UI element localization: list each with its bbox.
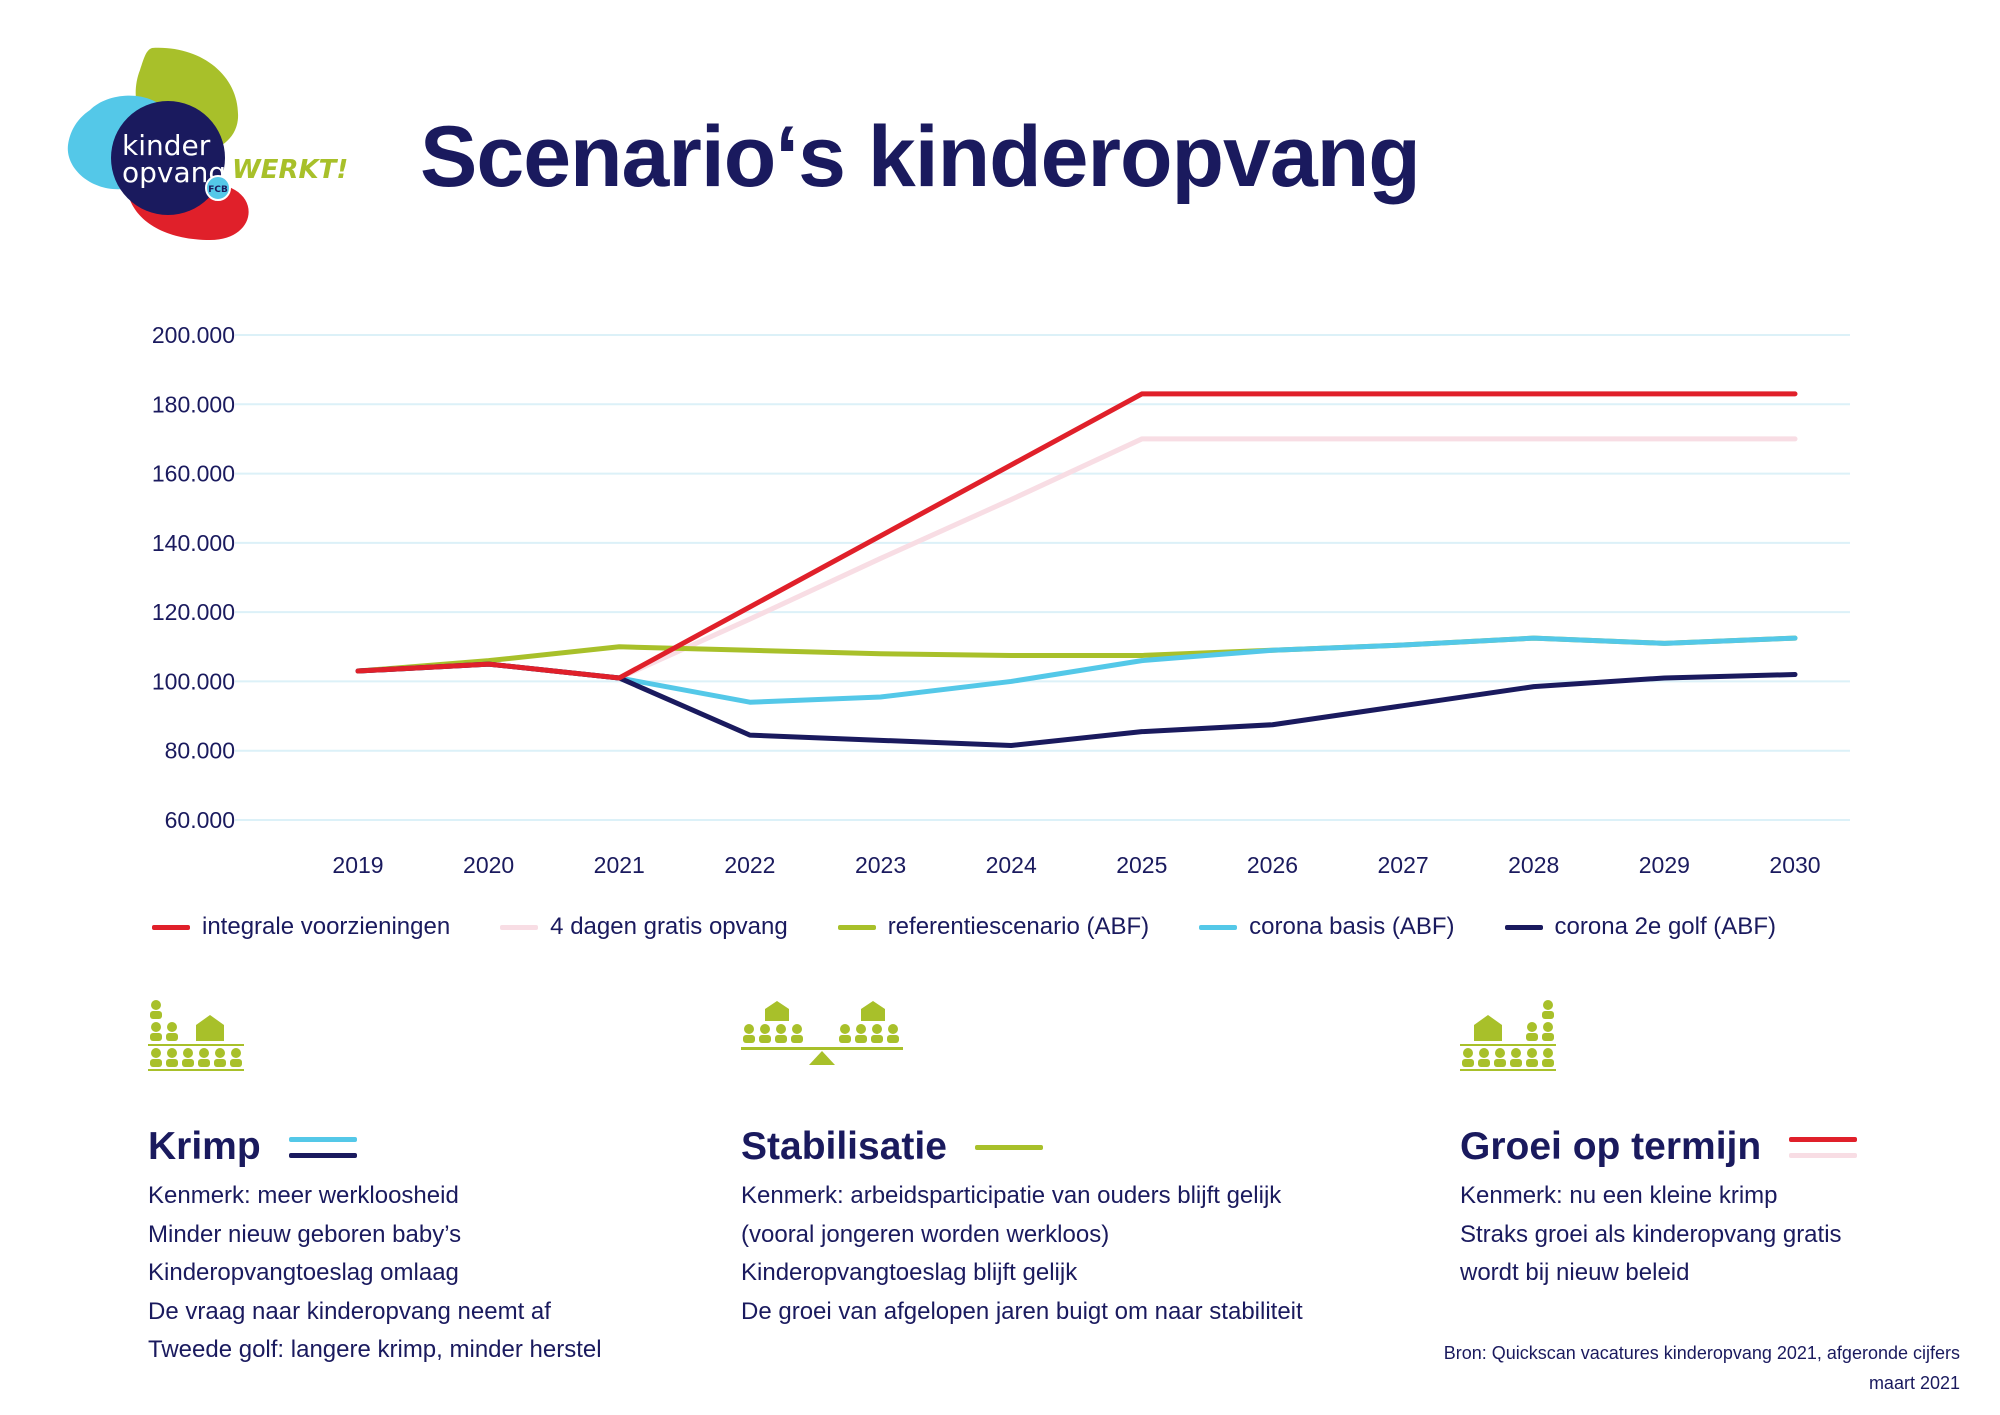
y-tick-label: 80.000 (165, 738, 235, 764)
legend-label: corona 2e golf (ABF) (1554, 913, 1776, 940)
stabilisatie-list: Kenmerk: arbeidsparticipatie van ouders … (741, 1177, 1303, 1331)
legend-item: corona basis (ABF) (1199, 913, 1455, 941)
scenario-stabilisatie: Stabilisatie Kenmerk: arbeidsparticipati… (741, 995, 1303, 1331)
y-axis: 60.000 80.000 100.000 120.000 140.000 160.000… (152, 322, 235, 833)
legend-swatch (1199, 924, 1238, 930)
list-item: Minder nieuw geboren baby’s (148, 1220, 462, 1248)
list-item: Tweede golf: langere krimp, minder herst… (148, 1336, 602, 1363)
list-item: De vraag naar kinderopvang neemt af (148, 1297, 551, 1325)
series-line (355, 635, 1798, 705)
groei-heading: Groei op termijn (1460, 1125, 1762, 1168)
legend-swatch (152, 924, 190, 930)
logo-badge: FCB (208, 185, 228, 195)
legend-label: integrale voorzieningen (202, 913, 451, 940)
legend-label: referentiescenario (ABF) (887, 913, 1150, 940)
scenario-krimp: Krimp Kenmerk: meer werkloosheid Minder … (148, 995, 602, 1370)
legend-item: 4 dagen gratis opvang (500, 913, 788, 941)
page-title: Scenario‘s kinderopvang (420, 109, 1421, 205)
x-tick-label: 2019 (332, 852, 383, 878)
people-and-building-icon (148, 1000, 244, 1071)
list-item: Kenmerk: nu een kleine krimp (1460, 1182, 1778, 1209)
grid-lines (235, 334, 1850, 821)
list-item: Kenmerk: meer werkloosheid (148, 1182, 459, 1209)
scenario-groei: Groei op termijn Kenmerk: nu een kleine … (1460, 995, 1858, 1293)
series-lines (355, 391, 1798, 749)
y-tick-label: 100.000 (152, 668, 235, 694)
logo-suffix: WERKT! (232, 155, 348, 185)
building-and-people-icon (1460, 1000, 1556, 1071)
legend-item: referentiescenario (ABF) (837, 913, 1150, 941)
list-item: Kenmerk: arbeidsparticipatie van ouders … (741, 1182, 1282, 1209)
y-tick-label: 180.000 (152, 391, 235, 417)
krimp-legend-lines (288, 1136, 357, 1158)
y-tick-label: 160.000 (152, 461, 235, 487)
source-line2: maart 2021 (1868, 1373, 1960, 1393)
x-tick-label: 2021 (594, 852, 645, 878)
logo-line1: kinder (122, 129, 211, 162)
groei-list: Kenmerk: nu een kleine krimp Straks groe… (1460, 1177, 1857, 1293)
x-tick-label: 2020 (463, 852, 514, 878)
list-item: De groei van afgelopen jaren buigt om na… (741, 1297, 1303, 1325)
krimp-list: Kenmerk: meer werkloosheid Minder nieuw … (148, 1177, 602, 1370)
source-line1: Bron: Quickscan vacatures kinderopvang 2… (1443, 1343, 1960, 1363)
y-tick-label: 140.000 (152, 530, 235, 556)
x-tick-label: 2024 (986, 852, 1037, 878)
y-tick-label: 120.000 (152, 599, 235, 625)
krimp-heading: Krimp (148, 1125, 261, 1168)
x-tick-label: 2027 (1378, 852, 1429, 878)
x-tick-label: 2028 (1508, 852, 1559, 878)
list-item: wordt bij nieuw beleid (1460, 1259, 1690, 1286)
legend-swatch (1504, 924, 1543, 930)
legend-label: 4 dagen gratis opvang (550, 913, 788, 940)
x-tick-label: 2026 (1247, 852, 1298, 878)
line-chart: 60.000 80.000 100.000 120.000 140.000 160.000… (152, 322, 1850, 878)
legend-swatch (500, 924, 539, 930)
x-tick-label: 2023 (855, 852, 906, 878)
series-line (355, 661, 1798, 749)
x-tick-label: 2030 (1769, 852, 1820, 878)
y-tick-label: 200.000 (152, 322, 235, 348)
chart-legend: integrale voorzieningen 4 dagen gratis op… (152, 913, 1852, 941)
stabilisatie-legend-lines (974, 1144, 1043, 1150)
groei-legend-lines (1789, 1136, 1858, 1158)
legend-swatch (837, 924, 876, 930)
brand-logo: kinder opvang FCB WERKT! (60, 40, 360, 250)
source-note: Bron: Quickscan vacatures kinderopvang 2… (1444, 1338, 1960, 1398)
list-item: (vooral jongeren worden werkloos) (741, 1220, 1110, 1248)
y-tick-label: 60.000 (165, 807, 235, 833)
series-line (355, 391, 1798, 681)
kinderopvang-werkt-logo-icon: kinder opvang FCB WERKT! (67, 47, 348, 240)
list-item: Straks groei als kinderopvang gratis (1460, 1220, 1842, 1248)
x-axis: 2019 2020 2021 2022 2023 2024 2025 2026 2027 2028… (332, 852, 1820, 878)
x-tick-label: 2022 (724, 852, 775, 878)
balance-scale-icon (741, 1001, 903, 1065)
list-item: Kinderopvangtoeslag omlaag (148, 1259, 459, 1286)
list-item: Kinderopvangtoeslag blijft gelijk (741, 1259, 1078, 1286)
legend-item: integrale voorzieningen (152, 913, 450, 941)
stabilisatie-heading: Stabilisatie (741, 1125, 947, 1168)
legend-label: corona basis (ABF) (1249, 913, 1455, 940)
x-tick-label: 2029 (1639, 852, 1690, 878)
legend-item: corona 2e golf (ABF) (1504, 913, 1776, 941)
series-line (355, 635, 1798, 674)
x-tick-label: 2025 (1116, 852, 1167, 878)
